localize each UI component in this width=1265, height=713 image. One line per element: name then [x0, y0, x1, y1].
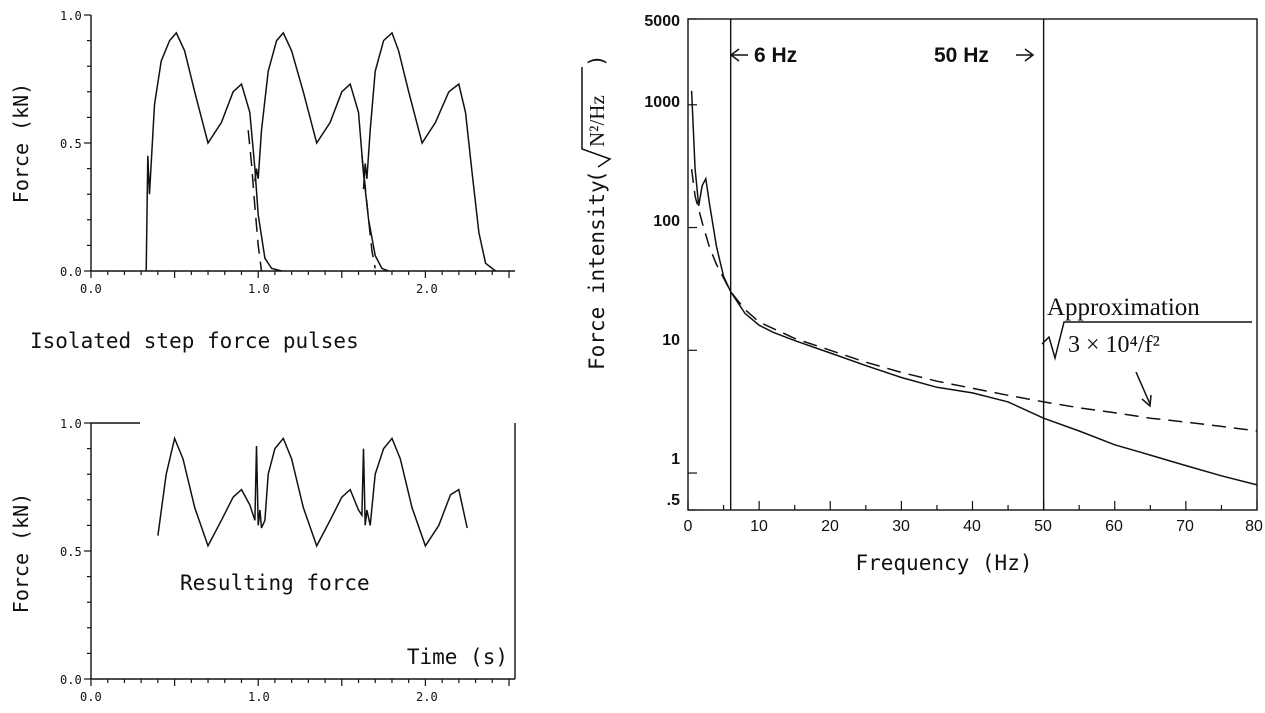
spectrum-y-unit-paren-open: (: [585, 170, 609, 183]
spectrum-x-label: Frequency (Hz): [855, 551, 1032, 575]
resulting-series-0: [157, 435, 468, 548]
spectrum-y-label-group: Force intensity N²/Hz ( ): [581, 54, 612, 370]
resulting-x-tick-label: 2.0: [416, 690, 438, 704]
resulting-x-tick-label: 0.0: [80, 690, 102, 704]
approximation-formula: 3 × 10⁴/f²: [1068, 332, 1160, 358]
spectrum-frame: [687, 18, 1258, 511]
pulses-y-label: Force (kN): [9, 83, 33, 203]
resulting-x-label: Time (s): [407, 645, 508, 669]
resulting-y-tick-label: 0.0: [60, 673, 82, 687]
spectrum-y-tick-label: 10: [662, 332, 680, 349]
resulting-force-chart: 0.0 0.5 1.0 0.0 1.0 2.0 Force (kN) Resul…: [9, 417, 516, 704]
spectrum-series-approximation: [690, 168, 1258, 432]
resulting-x-tick-label: 1.0: [248, 690, 270, 704]
spectrum-y-tick-label: 100: [653, 213, 680, 230]
resulting-annotation: Resulting force: [180, 571, 370, 595]
spectrum-y-label: Force intensity: [585, 180, 609, 370]
pulses-x-tick-label: 2.0: [416, 282, 438, 296]
spectrum-x-tick-label: 50: [1034, 518, 1052, 535]
spectrum-y-tick-label: 1000: [644, 94, 680, 111]
spectrum-y-tick-label: .5: [667, 492, 680, 509]
arrow-left-icon: [729, 48, 748, 62]
pulses-y-tick-label: 0.5: [60, 137, 82, 151]
pulses-title: Isolated step force pulses: [30, 329, 359, 353]
spectrum-y-unit-paren-close: ): [585, 54, 609, 67]
pulses-series-2: [362, 31, 497, 272]
spectrum-x-tick-label: 60: [1105, 518, 1123, 535]
approximation-pointer: [1135, 371, 1151, 405]
spectrum-series-measured: [690, 90, 1258, 486]
pulses-x-tick-label: 1.0: [248, 282, 270, 296]
arrow-right-icon: [1016, 48, 1035, 62]
pulses-x-tick-label: 0.0: [80, 282, 102, 296]
pulses-series-4: [361, 155, 376, 269]
spectrum-x-tick-label: 30: [892, 518, 910, 535]
resulting-y-label: Force (kN): [9, 493, 33, 613]
spectrum-x-tick-label: 10: [750, 518, 768, 535]
approximation-annotation: Approximation 3 × 10⁴/f²: [1041, 294, 1252, 408]
spectrum-chart: 5000 1000 100 10 1 .5 0 10 20 30 40 50 6…: [581, 13, 1263, 575]
pulses-y-tick-label: 1.0: [60, 9, 82, 23]
spectrum-x-tick-label: 20: [821, 518, 839, 535]
vline-50hz-label: 50 Hz: [934, 44, 989, 67]
spectrum-y-unit: N²/Hz: [585, 95, 609, 147]
pulses-series-3: [247, 130, 263, 272]
resulting-y-tick-label: 0.5: [60, 545, 82, 559]
pulses-series-0: [145, 31, 282, 272]
spectrum-y-tick-label: 5000: [644, 13, 680, 30]
pulses-series-1: [254, 31, 389, 272]
vline-6hz-label: 6 Hz: [754, 44, 797, 67]
spectrum-y-unit-sqrt-icon: [581, 67, 612, 168]
spectrum-y-tick-label: 1: [671, 451, 680, 468]
spectrum-x-tick-label: 40: [963, 518, 981, 535]
spectrum-x-tick-label: 80: [1245, 518, 1263, 535]
spectrum-x-tick-label: 70: [1176, 518, 1194, 535]
sqrt-icon: [1041, 321, 1252, 361]
resulting-y-tick-label: 1.0: [60, 417, 82, 431]
pulses-chart: 0.0 0.5 1.0 0.0 1.0 2.0 Force (kN) Isola…: [9, 9, 515, 353]
approximation-label: Approximation: [1047, 294, 1200, 321]
spectrum-x-tick-label: 0: [684, 518, 693, 535]
pulses-y-tick-label: 0.0: [60, 265, 82, 279]
approximation-arrowhead-icon: [1141, 394, 1152, 408]
